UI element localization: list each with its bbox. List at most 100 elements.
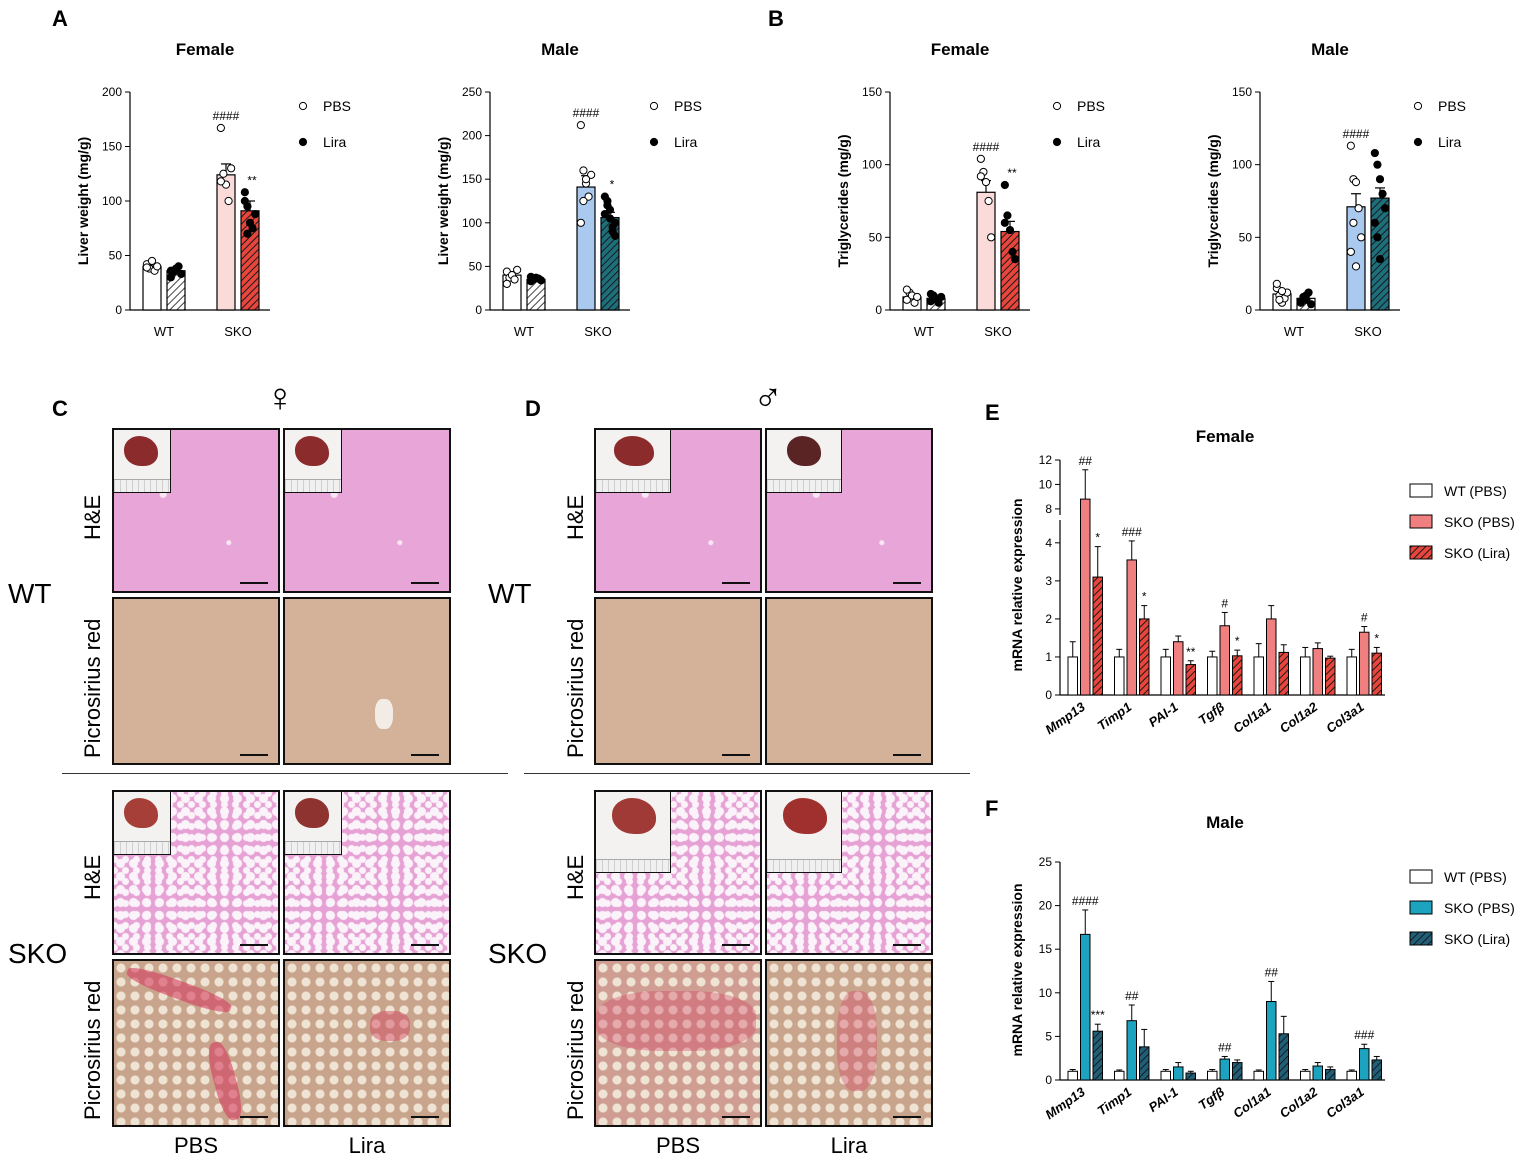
- bar-pbs-sko: [976, 191, 996, 311]
- data-point: [581, 175, 591, 184]
- data-point: [587, 170, 596, 179]
- data-point: [1370, 218, 1379, 227]
- bar-sko-pbs-timp1: [1126, 559, 1137, 696]
- data-point: [1373, 233, 1382, 242]
- bar-sko-lira-mmp13: [1092, 1030, 1103, 1081]
- data-point: [611, 231, 620, 240]
- legend-swatch: [1409, 869, 1433, 884]
- micrograph-sko-lira-ps-female: [283, 959, 451, 1127]
- x-category-label: WT: [154, 324, 174, 339]
- stain-label-he: H&E: [563, 494, 588, 540]
- panel-letter-d: D: [525, 396, 541, 421]
- legend-swatch: [1409, 931, 1433, 946]
- bar-sko-lira-col1a1: [1278, 1033, 1289, 1081]
- chart-title: Female: [176, 40, 235, 59]
- y-tick-label: 4: [1045, 536, 1052, 550]
- micrograph-sko-lira-he-male: [765, 790, 933, 955]
- data-point: [1301, 295, 1311, 304]
- chart-title: Male: [541, 40, 579, 59]
- stain-label-ps: Picrosirius red: [563, 980, 588, 1120]
- bar-sko-pbs-mmp13: [1080, 933, 1091, 1081]
- panel-letter-c: C: [52, 396, 68, 421]
- bar-sko-lira-col1a2: [1325, 1069, 1336, 1081]
- y-tick-label: 12: [1039, 453, 1053, 467]
- legend-label: PBS: [1438, 98, 1466, 114]
- significance-label: #: [1221, 596, 1228, 610]
- data-point: [513, 265, 522, 274]
- scale-bar: [893, 754, 921, 756]
- micrograph-wt-pbs-he-female: [112, 428, 280, 593]
- data-point: [502, 279, 511, 288]
- x-category-label: SKO: [984, 324, 1011, 339]
- x-category-label: SKO: [224, 324, 251, 339]
- x-gene-label: Mmp13: [1042, 1084, 1088, 1122]
- significance-label: ##: [1079, 454, 1093, 468]
- legend-label: PBS: [323, 98, 351, 114]
- column-label-pbs: PBS: [173, 1133, 219, 1158]
- x-category-label: WT: [1284, 324, 1304, 339]
- scale-bar: [722, 1116, 750, 1118]
- micrograph-sko-pbs-ps-male: [594, 959, 762, 1127]
- stain-label-ps: Picrosirius red: [80, 618, 105, 758]
- data-point: [1378, 189, 1387, 198]
- bar-sko-pbs-col1a1: [1266, 618, 1277, 696]
- legend-marker: [1052, 101, 1062, 111]
- data-point: [1354, 204, 1363, 213]
- legend-label: Lira: [1438, 134, 1462, 150]
- bar-sko-pbs-col1a2: [1312, 1065, 1323, 1081]
- significance-label: ***: [1091, 1008, 1105, 1022]
- male-symbol: ♂: [753, 376, 783, 420]
- y-tick-label: 200: [102, 85, 122, 99]
- micrograph-sko-pbs-he-female: [112, 790, 280, 955]
- liver-photo-inset: [285, 792, 342, 855]
- liver-photo-inset: [596, 430, 671, 493]
- legend-label: PBS: [1077, 98, 1105, 114]
- legend-label: WT (PBS): [1444, 869, 1507, 885]
- bar-lira-sko: [1000, 230, 1020, 311]
- y-tick-label: 150: [862, 85, 882, 99]
- chart-a-female: Female Liver weight (mg/g) 0 50 100 150 200 WT S…: [75, 40, 351, 339]
- y-axis-label: Triglycerides (mg/g): [835, 134, 851, 267]
- data-point: [605, 205, 615, 214]
- data-point: [526, 272, 535, 281]
- bar-sko-lira-pai-1: [1185, 664, 1196, 696]
- x-gene-label: Col1a1: [1230, 1084, 1274, 1121]
- bar-pbs-sko: [576, 186, 596, 311]
- significance-label: **: [1007, 166, 1017, 180]
- data-point: [1272, 279, 1281, 288]
- liver-photo-inset: [285, 430, 342, 493]
- data-point: [248, 224, 257, 233]
- scale-bar: [722, 944, 750, 946]
- data-point: [981, 178, 991, 187]
- significance-label: ##: [1265, 965, 1279, 979]
- y-tick-label: 100: [1232, 158, 1252, 172]
- panel-letter-f: F: [985, 796, 999, 821]
- data-point: [240, 196, 249, 206]
- x-gene-label: Timp1: [1094, 699, 1134, 733]
- bar-wt-pbs-timp1: [1114, 1070, 1125, 1081]
- y-tick-label: 100: [102, 194, 122, 208]
- significance-label: #: [1361, 611, 1368, 625]
- bar-sko-lira-timp1: [1139, 1046, 1150, 1081]
- data-point: [147, 256, 157, 266]
- data-point: [1346, 247, 1355, 256]
- y-axis-label: Liver weight (mg/g): [435, 137, 451, 265]
- data-point: [579, 196, 588, 206]
- bar-sko-pbs-pai-1: [1173, 1066, 1184, 1081]
- data-point: [1275, 295, 1284, 304]
- bar-wt-pbs-pai-1: [1160, 656, 1171, 696]
- bar-sko-pbs-pai-1: [1173, 641, 1184, 696]
- x-gene-label: PAI-1: [1146, 1084, 1181, 1115]
- significance-label: ####: [973, 140, 1000, 154]
- bar-sko-lira-col1a1: [1278, 651, 1289, 696]
- liver-photo-inset: [596, 792, 671, 873]
- bar-wt-pbs-col1a1: [1253, 656, 1264, 696]
- x-gene-label: Col3a1: [1323, 699, 1367, 736]
- chart-title: Female: [931, 40, 990, 59]
- divider: [524, 773, 970, 774]
- data-point: [1375, 255, 1385, 264]
- scale-bar: [240, 1116, 268, 1118]
- micrograph-wt-pbs-he-male: [594, 428, 762, 593]
- liver-photo-inset: [767, 792, 842, 873]
- bar-sko-pbs-tgfβ: [1219, 625, 1230, 696]
